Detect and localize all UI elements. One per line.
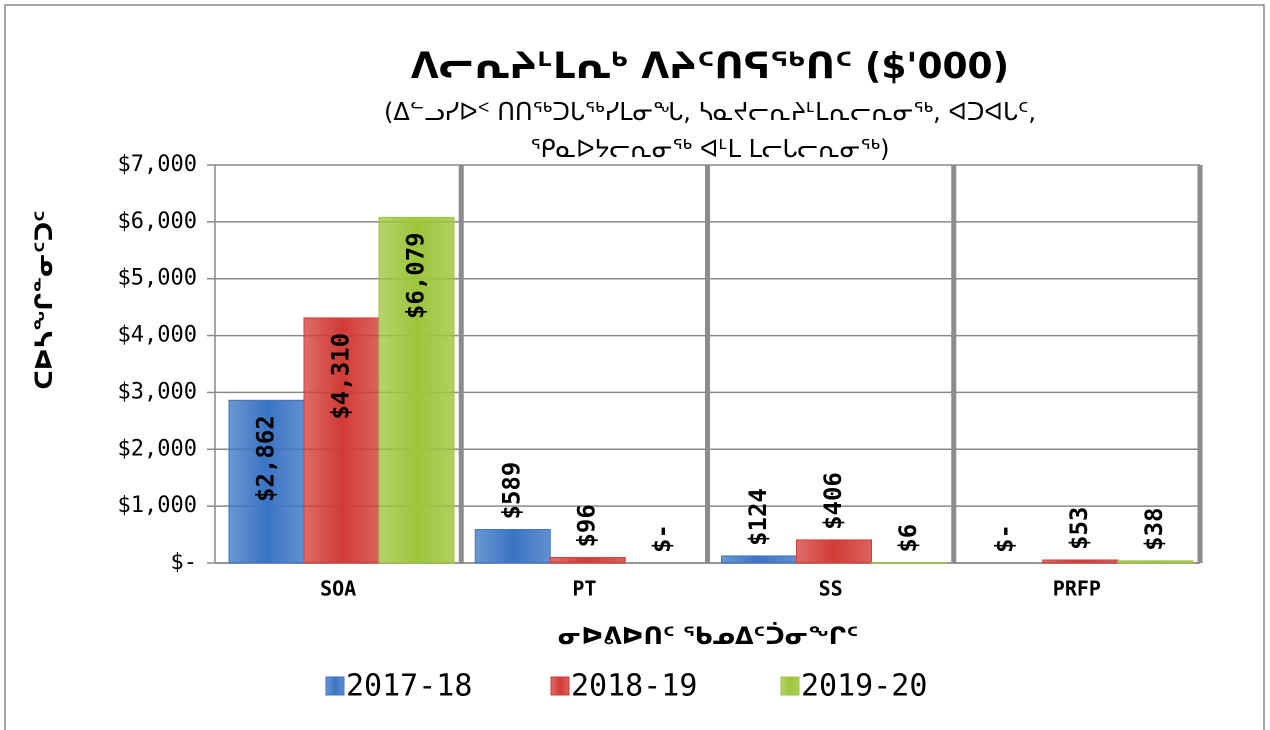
data-label: $2,862 [252, 415, 280, 502]
y-axis-title: ᑕᐅᓴᖏᓐᓂᑦᑐᑦ [30, 210, 58, 389]
legend-swatch [325, 676, 345, 696]
legend-swatch [550, 676, 570, 696]
legend-label: 2017-18 [346, 669, 472, 704]
y-tick-label: $3,000 [118, 379, 197, 404]
bar [1042, 559, 1119, 564]
chart-title: ᐱᓕᕆᔨᒻᒪᕆᒃ ᐱᔨᑦᑎᕋᖅᑎᑦ ($'000) [411, 46, 1009, 87]
bar [228, 399, 305, 564]
y-tick-label: $1,000 [118, 493, 197, 518]
y-tick-label: $- [171, 550, 198, 575]
bar [474, 529, 551, 564]
legend-swatch [780, 676, 800, 696]
data-label: $406 [819, 472, 847, 530]
chart-subtitle: (ᐃᓪᓗᓯᐅᑉ ᑎᑎᖅᑐᒐᖅᓯᒪᓂᖓ, ᓴᓇᔪᓕᕆᔨᒻᒪᕆᓕᕆᓂᖅ, ᐊᑐᐊᒐᑦ… [384, 98, 1036, 126]
data-label: $589 [498, 462, 526, 520]
bar [796, 539, 872, 564]
bar [378, 216, 455, 564]
y-tick-label: $7,000 [118, 152, 197, 177]
y-tick-label: $5,000 [118, 266, 197, 291]
y-tick-label: $2,000 [118, 436, 197, 461]
y-tick-label: $6,000 [118, 209, 197, 234]
chart-subtitle: ᕿᓇᐅᔭᓕᕆᓂᖅ ᐊᒻᒪ ᒪᓕᒐᓕᕆᓂᖅ) [531, 135, 890, 163]
data-label: $6,079 [402, 232, 430, 319]
y-tick-label: $4,000 [118, 323, 197, 348]
data-label: $124 [744, 488, 772, 546]
bar [1117, 560, 1194, 564]
x-tick-label: SS [819, 577, 843, 601]
bar [303, 317, 380, 564]
x-tick-label: SOA [320, 577, 356, 601]
data-label: $53 [1065, 507, 1093, 550]
x-axis-title: ᓂᐅᕕᐅᑎᑦ ᖃᓄᐃᑦᑑᓂᖏᑦ [558, 621, 858, 650]
data-label: $6 [894, 524, 922, 553]
data-label: $38 [1140, 507, 1168, 550]
x-tick-label: PRFP [1053, 577, 1101, 601]
x-tick-label: PT [572, 577, 596, 601]
data-label: $- [990, 524, 1018, 553]
bar [721, 555, 797, 564]
legend-label: 2018-19 [571, 669, 697, 704]
data-label: $96 [573, 504, 601, 547]
data-label: $- [648, 524, 676, 553]
bar [549, 557, 626, 564]
data-label: $4,310 [327, 333, 355, 420]
legend-label: 2019-20 [801, 669, 927, 704]
